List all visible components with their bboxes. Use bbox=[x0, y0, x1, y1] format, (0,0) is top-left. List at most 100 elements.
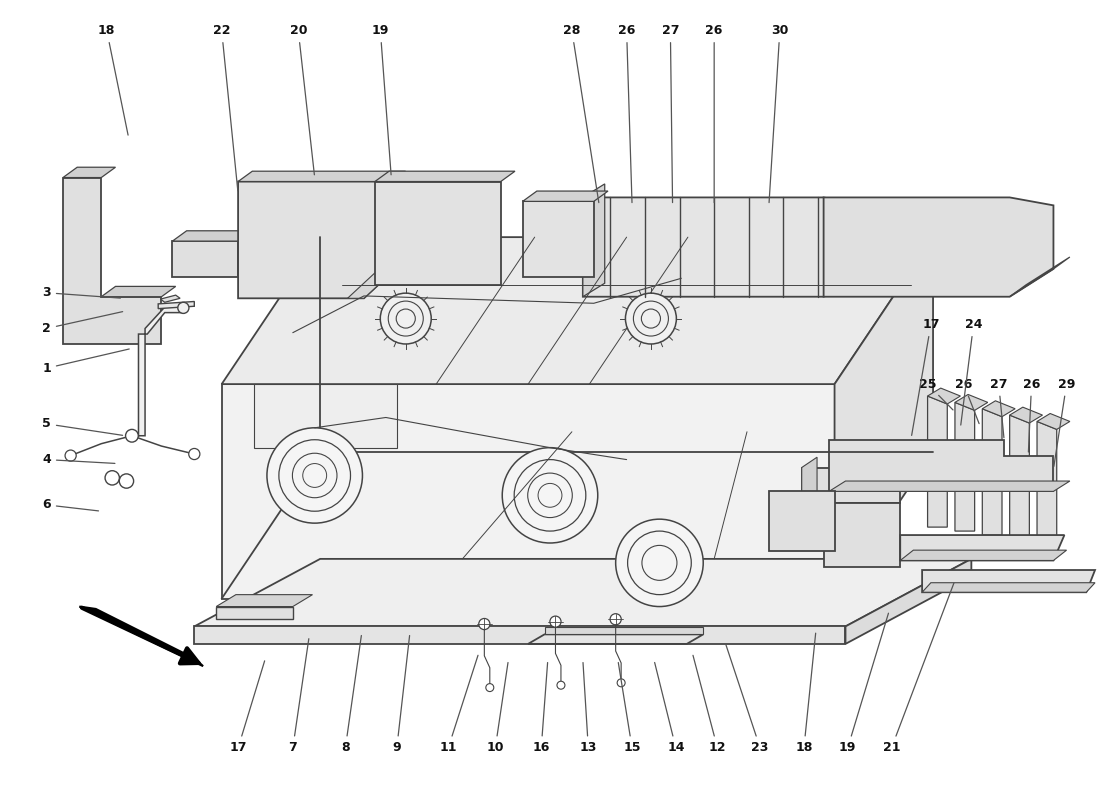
Polygon shape bbox=[375, 182, 500, 285]
Polygon shape bbox=[982, 409, 1002, 535]
Text: 13: 13 bbox=[580, 662, 597, 754]
Polygon shape bbox=[583, 184, 605, 297]
Circle shape bbox=[550, 616, 561, 627]
Text: 28: 28 bbox=[563, 24, 598, 202]
Polygon shape bbox=[900, 550, 1067, 561]
Text: 9: 9 bbox=[393, 635, 409, 754]
Circle shape bbox=[557, 682, 565, 689]
Polygon shape bbox=[927, 388, 960, 404]
Polygon shape bbox=[238, 182, 392, 298]
Text: 29: 29 bbox=[1054, 378, 1076, 466]
Polygon shape bbox=[222, 384, 835, 598]
Text: 27: 27 bbox=[990, 378, 1008, 438]
Polygon shape bbox=[544, 627, 703, 634]
Polygon shape bbox=[161, 295, 180, 302]
Polygon shape bbox=[829, 440, 1054, 491]
Text: 20: 20 bbox=[289, 24, 315, 174]
Polygon shape bbox=[522, 202, 594, 277]
Text: 14: 14 bbox=[654, 662, 684, 754]
Text: 19: 19 bbox=[839, 613, 889, 754]
Polygon shape bbox=[195, 559, 971, 626]
Polygon shape bbox=[173, 230, 252, 241]
Polygon shape bbox=[238, 171, 406, 182]
Text: 19: 19 bbox=[372, 24, 392, 174]
Text: 6: 6 bbox=[42, 498, 99, 511]
Polygon shape bbox=[158, 302, 195, 309]
Polygon shape bbox=[802, 458, 817, 503]
Text: 27: 27 bbox=[661, 24, 679, 202]
Polygon shape bbox=[802, 444, 900, 503]
Polygon shape bbox=[824, 198, 1054, 297]
Polygon shape bbox=[583, 198, 878, 297]
Circle shape bbox=[388, 301, 424, 336]
Text: 21: 21 bbox=[882, 583, 954, 754]
Circle shape bbox=[279, 440, 351, 511]
Polygon shape bbox=[348, 273, 392, 298]
Text: 15: 15 bbox=[618, 662, 641, 754]
Text: 8: 8 bbox=[341, 635, 362, 754]
Circle shape bbox=[478, 618, 490, 630]
Polygon shape bbox=[1037, 414, 1070, 430]
Polygon shape bbox=[1010, 407, 1043, 423]
Text: 11: 11 bbox=[440, 655, 478, 754]
Polygon shape bbox=[829, 481, 1070, 491]
Circle shape bbox=[617, 679, 625, 686]
Polygon shape bbox=[824, 503, 900, 567]
Text: 12: 12 bbox=[693, 655, 726, 754]
Text: 7: 7 bbox=[288, 638, 309, 754]
Text: 18: 18 bbox=[98, 24, 128, 135]
Circle shape bbox=[293, 454, 337, 498]
Text: 22: 22 bbox=[213, 24, 238, 190]
Circle shape bbox=[486, 684, 494, 691]
Polygon shape bbox=[846, 559, 971, 644]
Circle shape bbox=[628, 531, 691, 594]
Polygon shape bbox=[769, 491, 835, 551]
Text: 30: 30 bbox=[769, 24, 789, 202]
Circle shape bbox=[634, 301, 669, 336]
Polygon shape bbox=[900, 535, 1065, 561]
Polygon shape bbox=[1010, 415, 1030, 539]
Polygon shape bbox=[217, 606, 293, 619]
Circle shape bbox=[65, 450, 76, 461]
Polygon shape bbox=[1010, 257, 1070, 297]
Circle shape bbox=[538, 483, 562, 507]
Circle shape bbox=[514, 459, 586, 531]
Circle shape bbox=[642, 546, 676, 580]
Text: 26: 26 bbox=[705, 24, 723, 202]
Polygon shape bbox=[922, 570, 1094, 592]
Circle shape bbox=[610, 614, 621, 625]
Text: 26: 26 bbox=[955, 378, 979, 424]
Polygon shape bbox=[254, 384, 397, 448]
Circle shape bbox=[528, 473, 572, 518]
Text: 17: 17 bbox=[912, 318, 939, 435]
Circle shape bbox=[503, 448, 597, 543]
Polygon shape bbox=[955, 402, 975, 531]
Text: 10: 10 bbox=[486, 662, 508, 754]
Text: 26: 26 bbox=[1023, 378, 1041, 452]
Circle shape bbox=[626, 293, 676, 344]
Text: 25: 25 bbox=[918, 378, 953, 410]
Polygon shape bbox=[195, 626, 846, 644]
Circle shape bbox=[616, 519, 703, 606]
Text: 18: 18 bbox=[795, 633, 816, 754]
Polygon shape bbox=[132, 307, 184, 436]
Text: 17: 17 bbox=[229, 661, 265, 754]
Circle shape bbox=[381, 293, 431, 344]
Circle shape bbox=[106, 470, 120, 485]
Text: 4: 4 bbox=[42, 453, 114, 466]
Circle shape bbox=[641, 309, 660, 328]
Text: 3: 3 bbox=[42, 286, 120, 299]
Circle shape bbox=[302, 463, 327, 487]
Polygon shape bbox=[217, 594, 312, 606]
Text: 1: 1 bbox=[42, 349, 129, 374]
Text: 5: 5 bbox=[42, 418, 122, 435]
Polygon shape bbox=[222, 237, 933, 384]
Circle shape bbox=[178, 302, 189, 314]
Text: 26: 26 bbox=[618, 24, 636, 202]
Text: 24: 24 bbox=[960, 318, 982, 425]
Polygon shape bbox=[173, 241, 238, 277]
Text: 16: 16 bbox=[532, 662, 550, 754]
Circle shape bbox=[396, 309, 416, 328]
Polygon shape bbox=[1037, 422, 1057, 543]
Polygon shape bbox=[79, 606, 204, 666]
